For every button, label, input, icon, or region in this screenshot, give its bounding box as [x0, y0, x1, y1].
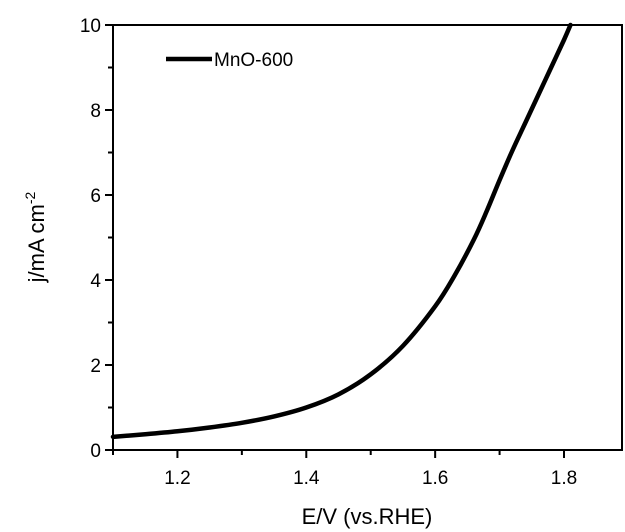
x-tick-label: 1.2 [164, 468, 190, 489]
y-tick-label: 8 [90, 101, 101, 122]
x-axis-title: E/V (vs.RHE) [302, 504, 433, 529]
series-line-mno-600 [110, 22, 573, 440]
x-axis-ticks [112, 450, 566, 458]
legend: MnO-600 [166, 50, 293, 71]
plot-frame [112, 24, 623, 451]
y-tick-label: 10 [80, 16, 101, 37]
y-axis-ticks [105, 24, 113, 451]
y-tick-label: 6 [90, 186, 101, 207]
y-tick-label: 2 [90, 356, 101, 377]
x-tick-label: 1.4 [293, 468, 320, 489]
x-tick-label: 1.6 [422, 468, 448, 489]
y-axis-title-main: j/mA cm [24, 204, 49, 283]
y-tick-label: 0 [90, 441, 101, 462]
y-tick-label: 4 [90, 271, 101, 292]
y-axis-title: j/mA cm-2 [22, 191, 49, 283]
legend-label-mno-600: MnO-600 [214, 50, 293, 71]
x-tick-label: 1.8 [551, 468, 577, 489]
y-axis-title-superscript: -2 [22, 191, 38, 204]
x-axis-tick-labels: 1.2 1.4 1.6 1.8 [164, 468, 577, 489]
y-axis-tick-labels: 0 2 4 6 8 10 [80, 16, 102, 462]
